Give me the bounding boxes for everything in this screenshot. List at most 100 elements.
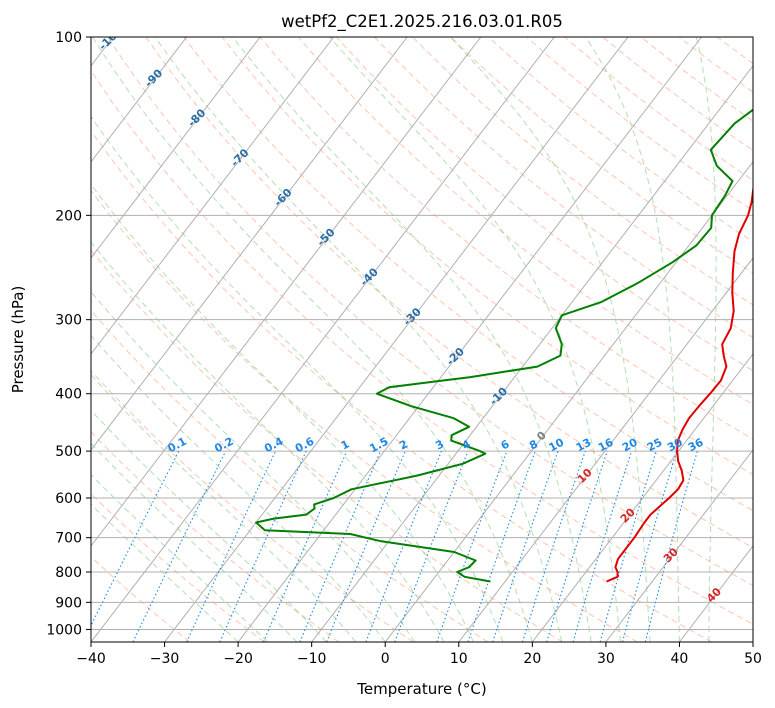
dry-adiabat [145, 37, 753, 549]
mixing-ratio-lines [91, 450, 698, 642]
y-tick-label: 400 [55, 387, 82, 403]
dry-adiabat [450, 37, 753, 274]
mixing-ratio-label: 0.6 [293, 435, 317, 456]
mixing-ratio-label: 1.5 [367, 435, 390, 456]
y-tick-label: 900 [55, 595, 82, 611]
mixing-ratio-line [622, 450, 678, 642]
moist-adiabat [585, 37, 680, 642]
dry-adiabat [91, 493, 265, 642]
isotherm-line [91, 37, 335, 355]
dry-adiabat [526, 37, 753, 212]
dry-adiabat [91, 431, 340, 642]
mixing-ratio-line [467, 450, 536, 642]
plot-frame [90, 36, 754, 643]
y-tick-label: 600 [55, 491, 82, 507]
isotherm-line [91, 37, 555, 642]
moist-adiabat [91, 115, 504, 642]
mixing-ratio-line [394, 450, 469, 642]
isotherm-line [458, 257, 753, 642]
mixing-ratio-label: 25 [645, 436, 665, 455]
mixing-ratio-label: 2 [397, 437, 410, 452]
moist-adiabat [91, 373, 357, 642]
sounding-profiles [255, 108, 753, 583]
x-tick-label: −30 [150, 651, 180, 667]
moist-adiabats [91, 37, 717, 642]
y-tick-label: 800 [55, 565, 82, 581]
dry-adiabat [183, 37, 753, 512]
isotherm-line [311, 64, 753, 642]
x-tick-label: −10 [297, 651, 327, 667]
moist-adiabat [154, 37, 563, 642]
x-tick-label: 40 [671, 651, 689, 667]
mixing-ratio-label: 0.1 [166, 435, 189, 456]
moist-adiabat [91, 291, 416, 642]
dry-adiabat [335, 37, 753, 372]
x-tick-label: 0 [381, 651, 390, 667]
x-axis-title: Temperature (°C) [356, 680, 486, 698]
moist-adiabat [91, 241, 445, 642]
mixing-ratio-line [365, 450, 442, 642]
mixing-ratio-line [644, 450, 698, 642]
mixing-ratio-line [521, 450, 586, 642]
dry-adiabat [640, 37, 753, 122]
dry-adiabat [91, 370, 414, 642]
dry-adiabat [91, 69, 753, 625]
mixing-ratio-line [91, 450, 180, 627]
isotherm-line [752, 641, 753, 642]
moist-adiabat [92, 37, 533, 642]
moist-adiabat [695, 37, 717, 642]
temperature-profile-line [606, 186, 753, 583]
isotherm-label: -90 [142, 66, 165, 89]
mixing-ratio-label: 3 [433, 437, 446, 452]
dry-adiabat [91, 189, 638, 642]
mixing-ratio-line [572, 450, 633, 642]
mixing-ratio-line [599, 450, 657, 642]
dry-adiabat [107, 37, 753, 587]
dry-adiabat [755, 37, 775, 642]
chart-title: wetPf2_C2E1.2025.216.03.01.R05 [281, 12, 563, 32]
mixing-ratio-label: 20 [620, 436, 640, 455]
x-tick-label: 10 [450, 651, 468, 667]
moist-adiabat [232, 37, 592, 642]
moist-adiabat [91, 409, 327, 642]
isotherm-line [679, 545, 753, 642]
moist-adiabat [91, 503, 239, 642]
mixing-ratio-line [299, 450, 382, 642]
y-tick-label: 700 [55, 531, 82, 547]
moist-adiabat [91, 334, 386, 642]
mixing-ratio-label: 30 [665, 436, 685, 455]
isotherm-label: -80 [185, 106, 208, 129]
isotherm-line [91, 37, 482, 547]
dry-adiabat [374, 37, 753, 339]
dry-adiabat [678, 37, 753, 93]
y-tick-label: 100 [55, 30, 82, 46]
mixing-ratio-label: 10 [547, 436, 567, 455]
moist-adiabat [91, 473, 268, 642]
x-axis: −40 −30 −20 −10 0 10 20 30 40 50 [76, 642, 762, 667]
mixing-ratio-labels: 0.1 0.2 0.4 0.6 1 1.5 2 3 4 6 8 10 13 16 20 25 30 36 [166, 435, 706, 456]
x-tick-label: −40 [76, 651, 106, 667]
moist-adiabat [329, 37, 622, 642]
y-tick-label: 1000 [46, 622, 82, 638]
isotherm-label: -60 [271, 186, 294, 209]
dry-adiabat [91, 249, 563, 642]
mixing-ratio-label: 8 [527, 437, 540, 452]
moist-adiabat [91, 183, 474, 642]
moist-adiabat [450, 37, 651, 642]
mixing-ratio-label: 16 [596, 436, 616, 455]
mixing-ratio-line [546, 450, 608, 642]
dry-adiabat [91, 309, 489, 642]
x-tick-label: −20 [223, 651, 253, 667]
dry-adiabats [91, 37, 775, 642]
isotherm-line [164, 37, 629, 642]
mixing-ratio-label: 0.4 [262, 435, 286, 456]
isotherm-line [91, 37, 188, 163]
dry-adiabat [91, 556, 191, 642]
isotherm-label: -40 [358, 265, 381, 288]
mixing-ratio-line [262, 450, 348, 642]
x-tick-label: 50 [744, 651, 762, 667]
moist-adiabat [91, 442, 298, 642]
plot-area: -100-90-80-70-60-50-40-30-20-10010203040… [91, 37, 775, 642]
